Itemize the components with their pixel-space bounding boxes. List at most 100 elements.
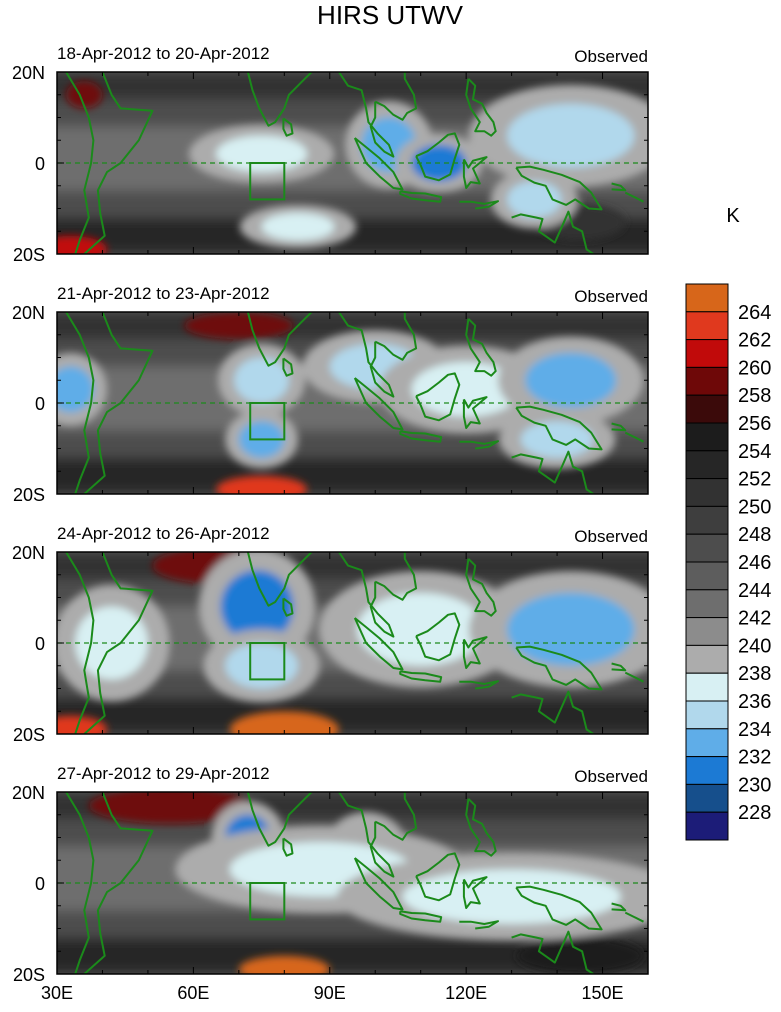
y-tick-label: 20S [13, 245, 45, 265]
y-tick-label: 20N [12, 303, 45, 323]
panel: 24-Apr-2012 to 26-Apr-2012 Observed 20N 0 20… [12, 524, 649, 745]
y-tick-label: 20S [13, 965, 45, 985]
colorbar-label: 236 [738, 691, 771, 713]
field-regions [57, 81, 648, 254]
coastline [611, 902, 627, 912]
panel-observed-label: Observed [574, 767, 648, 786]
coastlines [65, 552, 644, 734]
coastline [465, 558, 497, 617]
colorbar-box [685, 339, 729, 368]
coastline [399, 670, 443, 683]
coastline [353, 377, 404, 431]
panel: 27-Apr-2012 to 29-Apr-2012 Observed 20N 0 20… [12, 764, 649, 1003]
y-tick-label: 0 [35, 394, 45, 414]
coastline [415, 612, 461, 662]
y-tick-label: 0 [35, 874, 45, 894]
coastline [399, 430, 443, 443]
y-tick-label: 20S [13, 485, 45, 505]
colorbar-box [685, 422, 729, 452]
coastline [374, 312, 418, 361]
coastlines [65, 312, 644, 494]
coastline [374, 552, 418, 601]
x-tick-label: 120E [445, 983, 487, 1003]
panel-observed-label: Observed [574, 287, 648, 306]
coastline [511, 930, 594, 974]
coastline [282, 837, 294, 857]
dry-region [238, 955, 330, 974]
target-box [249, 882, 286, 921]
coastline [415, 852, 461, 902]
dry-region [57, 235, 107, 254]
y-tick-label: 20N [12, 783, 45, 803]
colorbar-label: 230 [738, 774, 771, 796]
panel-observed-label: Observed [574, 47, 648, 66]
colorbar-box [685, 394, 729, 424]
coastline [611, 182, 627, 192]
coastline [246, 552, 313, 607]
moist-region [216, 135, 308, 173]
y-tick-label: 20N [12, 63, 45, 83]
coastline [338, 792, 395, 878]
colorbar: K 264 262 260 258 256 254 252 250 248 246 244 242 24… [685, 205, 771, 841]
coastline [282, 117, 294, 137]
colorbar-label: 262 [738, 330, 771, 352]
colorbar-label: 250 [738, 496, 771, 518]
dry-region [88, 792, 253, 824]
moist-region [507, 592, 635, 666]
target-box [249, 642, 286, 681]
colorbar-box [685, 450, 729, 480]
coastline [282, 597, 294, 617]
ticks [56, 551, 649, 735]
coastline [65, 312, 95, 494]
coastlines [65, 792, 644, 974]
coastline [353, 617, 404, 671]
target-box [249, 402, 286, 441]
x-tick-label: 30E [41, 983, 73, 1003]
coastline [374, 72, 418, 121]
coastline [65, 72, 95, 254]
colorbar-label: 238 [738, 663, 771, 685]
colorbar-box [685, 283, 729, 313]
panels: 18-Apr-2012 to 20-Apr-2012 Observed 20N 0 20… [12, 44, 649, 1003]
colorbar-label: 258 [738, 385, 771, 407]
colorbar-box [685, 366, 729, 396]
moist-region [520, 421, 594, 458]
target-box [249, 162, 286, 201]
colorbar-box [685, 617, 729, 646]
colorbar-label: 264 [738, 302, 771, 324]
coastline [624, 911, 644, 923]
colorbar-box [685, 561, 729, 591]
field [57, 72, 648, 254]
ticks [56, 311, 649, 495]
panel-period: 21-Apr-2012 to 23-Apr-2012 [57, 284, 270, 303]
coastline [465, 318, 497, 377]
coastline [511, 690, 594, 734]
field [57, 312, 648, 494]
coastline [511, 210, 594, 254]
colorbar-label: 254 [738, 441, 771, 463]
coastline [515, 645, 603, 691]
dry-region [516, 937, 644, 974]
y-tick-label: 0 [35, 634, 45, 654]
coastline [338, 552, 395, 638]
coastline [415, 132, 461, 182]
coastline [624, 191, 644, 203]
coastline [65, 552, 95, 734]
coastline [515, 165, 603, 211]
colorbar-boxes [685, 283, 729, 841]
x-tick-label: 90E [314, 983, 346, 1003]
moist-region [261, 213, 335, 241]
moist-region [507, 103, 635, 168]
colorbar-box [685, 728, 729, 758]
colorbar-label: 232 [738, 747, 771, 769]
coastline [353, 137, 404, 191]
dry-region [216, 475, 308, 494]
coastline [338, 72, 395, 158]
dry-region [184, 312, 294, 340]
x-tick-label: 60E [177, 983, 209, 1003]
colorbar-box [685, 783, 729, 813]
x-tick-label: 150E [582, 983, 624, 1003]
coastline [459, 920, 499, 930]
colorbar-label: 248 [738, 524, 771, 546]
